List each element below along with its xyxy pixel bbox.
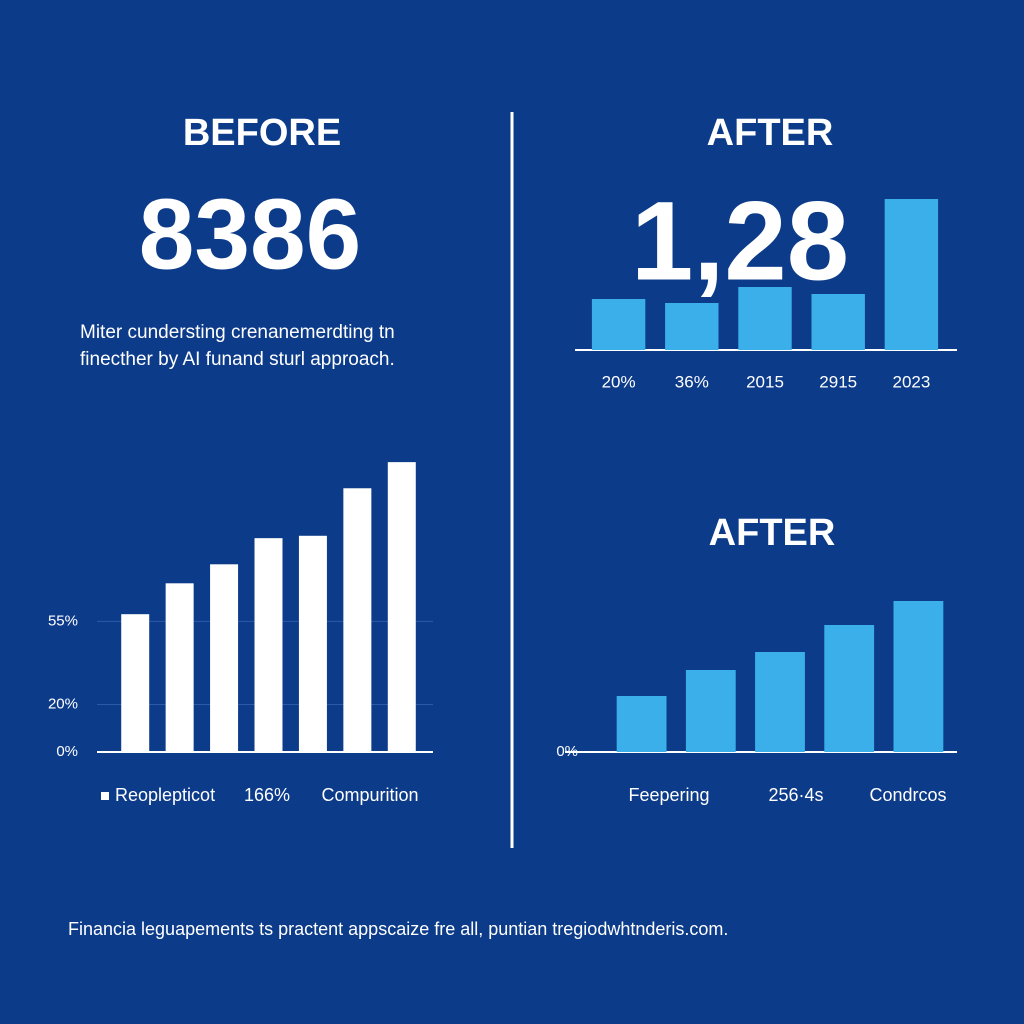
label: Condrcos	[869, 785, 946, 805]
bar	[387, 462, 416, 752]
headline-number: 8386	[139, 178, 361, 290]
y-tick-label: 55%	[48, 612, 78, 629]
y-tick-label: 20%	[48, 695, 78, 712]
label: Reoplepticot	[115, 785, 215, 805]
panel-title: AFTER	[709, 512, 836, 554]
bar	[755, 652, 805, 752]
x-tick-label: 2915	[819, 372, 857, 391]
bar	[165, 583, 194, 752]
description: Miter cundersting crenanemerdting tn	[80, 322, 395, 343]
panel-title: AFTER	[707, 112, 834, 154]
description: finecther by AI funand sturl approach.	[80, 349, 395, 370]
x-tick-label: 36%	[675, 372, 709, 391]
x-tick-label: 2023	[892, 372, 930, 391]
panel-title: BEFORE	[183, 112, 341, 154]
x-tick-label: 2015	[746, 372, 784, 391]
bar	[298, 535, 327, 752]
bar	[685, 670, 736, 752]
bar	[893, 601, 944, 752]
bar	[591, 299, 646, 350]
bar	[343, 488, 372, 752]
bar	[616, 696, 667, 752]
bar	[738, 287, 792, 350]
footer: Financia leguapements ts practent appsca…	[68, 919, 728, 939]
x-tick-label: 20%	[602, 372, 636, 391]
label: 256·4s	[768, 785, 823, 805]
label: Feepering	[628, 785, 709, 805]
bar	[824, 625, 875, 752]
legend-swatch	[101, 792, 109, 800]
bar	[665, 303, 719, 350]
bar	[811, 294, 865, 350]
y-tick-label: 0%	[56, 743, 78, 760]
label: 166%	[244, 785, 290, 805]
bar	[210, 564, 239, 752]
bar	[254, 538, 283, 752]
bar	[121, 614, 150, 752]
headline-number: 1,28	[631, 179, 849, 304]
bar	[884, 199, 939, 350]
label: Compurition	[321, 785, 418, 805]
